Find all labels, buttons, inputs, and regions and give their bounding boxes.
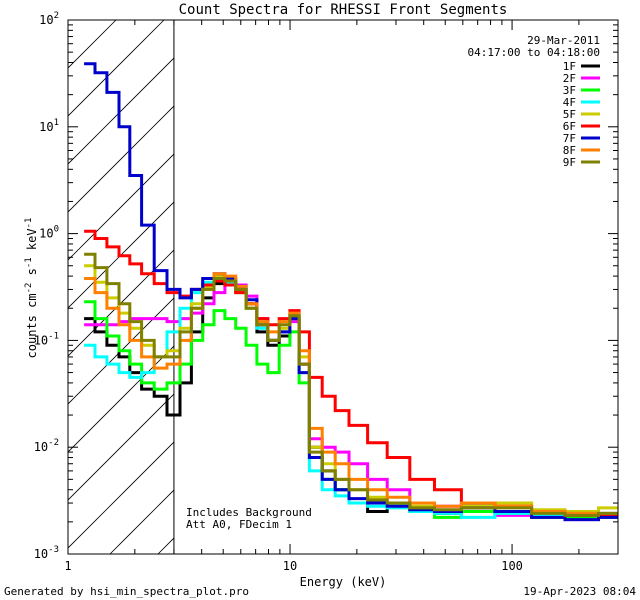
legend-label-4f: 4F: [563, 96, 576, 109]
hatch-line: [68, 57, 174, 165]
hatch-line: [68, 153, 174, 261]
x-axis-ticks: 1 10 100: [64, 20, 619, 573]
y-tick-label: 10-3: [34, 545, 59, 561]
annotation-background: Includes Background: [186, 506, 312, 519]
y-tick-label: 101: [39, 118, 59, 134]
hatch-line: [68, 441, 174, 549]
series-line-8f: [84, 272, 618, 515]
hatch-line: [68, 249, 174, 357]
legend-date: 29-Mar-2011: [527, 34, 600, 47]
hatch-line: [68, 20, 117, 69]
hatch-line: [68, 201, 174, 309]
hatch-line: [109, 489, 174, 554]
legend-label-1f: 1F: [563, 60, 576, 73]
legend-label-3f: 3F: [563, 84, 576, 97]
legend-time-range: 04:17:00 to 04:18:00: [468, 46, 600, 59]
y-tick-label: 102: [39, 11, 59, 27]
footer-generator: Generated by hsi_min_spectra_plot.pro: [4, 585, 250, 598]
legend-label-5f: 5F: [563, 108, 576, 121]
legend-label-2f: 2F: [563, 72, 576, 85]
chart-title: Count Spectra for RHESSI Front Segments: [179, 2, 508, 18]
series-group: [84, 62, 618, 522]
legend-label-7f: 7F: [563, 132, 576, 145]
hatch-line: [68, 20, 69, 21]
x-axis-label: Energy (keV): [300, 575, 387, 589]
hatch-line: [68, 20, 165, 117]
plot-frame: [67, 19, 619, 555]
legend-label-9f: 9F: [563, 156, 576, 169]
y-axis-ticks: 10-3 10-2 10-1 100 101 102: [34, 11, 618, 561]
hatch-line: [68, 345, 174, 453]
x-tick-label: 10: [283, 559, 297, 573]
x-tick-label: 100: [501, 559, 523, 573]
series-line-9f: [84, 252, 618, 517]
annotation-attenuator: Att A0, FDecim 1: [186, 518, 292, 531]
legend-label-6f: 6F: [563, 120, 576, 133]
y-axis-label: counts cm-2 s-1 keV-1: [24, 218, 39, 359]
background-hatch-region: [68, 20, 174, 554]
hatch-line: [68, 393, 174, 501]
footer-timestamp: 19-Apr-2023 08:04: [523, 585, 636, 598]
hatch-line: [68, 105, 174, 213]
y-tick-label: 10-1: [34, 331, 59, 347]
y-tick-label: 100: [39, 225, 59, 241]
x-tick-label: 1: [64, 559, 71, 573]
legend-label-8f: 8F: [563, 144, 576, 157]
y-tick-label: 10-2: [34, 438, 59, 454]
